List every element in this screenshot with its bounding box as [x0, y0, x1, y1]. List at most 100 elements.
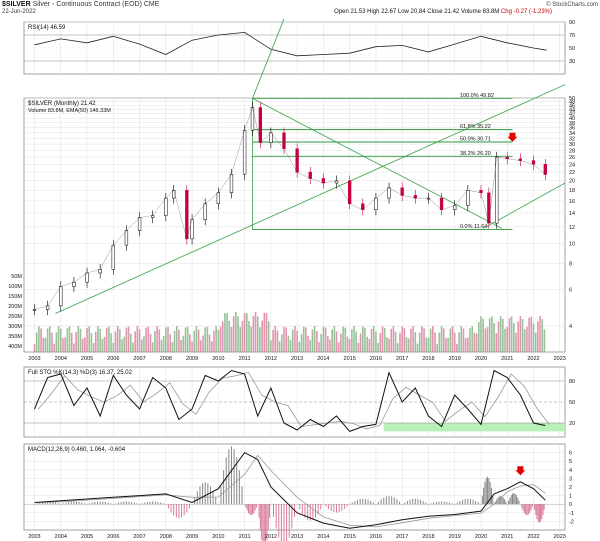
volume-bar: [508, 317, 511, 352]
candle-body: [32, 309, 37, 311]
macd-signal-line: [34, 454, 546, 528]
volume-bar: [493, 323, 495, 352]
rsi-tick-label: 30: [569, 59, 575, 65]
volume-bar: [427, 338, 430, 352]
volume-bar: [232, 316, 235, 352]
volume-bar: [506, 326, 509, 352]
macd-histogram-bar: [534, 504, 536, 510]
year-label: 2012: [265, 534, 277, 540]
volume-bar: [296, 330, 298, 352]
volume-tick-label: 250M: [8, 314, 22, 320]
volume-bar: [335, 331, 338, 352]
volume-bar: [160, 339, 163, 352]
macd-histogram-bar: [253, 504, 255, 514]
volume-bar: [471, 326, 474, 352]
volume-bar: [59, 328, 62, 352]
macd-tick-label: 1: [569, 494, 572, 500]
sto-tick-label: 50: [569, 400, 575, 406]
red-down-arrow-icon: [507, 132, 518, 142]
volume-bar: [73, 343, 75, 352]
macd-histogram-bar: [385, 496, 387, 505]
price-tick-label: 18: [569, 188, 575, 194]
volume-bar: [84, 337, 86, 352]
macd-histogram-bar: [443, 501, 445, 505]
volume-bar: [298, 341, 301, 352]
volume-bar: [127, 326, 130, 352]
macd-histogram-bar: [522, 504, 524, 511]
price-tick-label: 28: [569, 148, 575, 154]
volume-bar: [421, 326, 423, 352]
macd-histogram-bar: [472, 499, 474, 505]
volume-bar: [265, 313, 268, 352]
volume-bar: [311, 329, 314, 352]
price-tick-label: 32: [569, 136, 575, 142]
volume-bar: [521, 319, 524, 352]
macd-histogram-bar: [543, 504, 545, 510]
macd-histogram-bar: [133, 502, 135, 505]
volume-bar: [445, 337, 447, 352]
volume-bar: [442, 328, 445, 352]
macd-histogram-bar: [527, 504, 529, 515]
candle-body: [85, 272, 89, 283]
high-value: High 22.67: [367, 9, 397, 15]
macd-histogram-bar: [78, 501, 80, 505]
macd-histogram-bar: [272, 504, 274, 517]
macd-histogram-bar: [204, 482, 206, 505]
candle-body: [72, 281, 76, 287]
macd-histogram-bar: [417, 498, 419, 505]
macd-histogram-bar: [441, 501, 443, 505]
macd-histogram-bar: [181, 504, 183, 518]
volume-bar: [248, 321, 250, 352]
macd-histogram-bar: [513, 493, 515, 505]
volume-bar: [333, 326, 336, 352]
macd-histogram-bar: [115, 503, 117, 505]
volume-bar: [300, 334, 303, 352]
volume-bar: [289, 340, 292, 352]
volume-tick-label: 350M: [8, 334, 22, 340]
volume-bar: [119, 329, 121, 352]
macd-histogram-bar: [451, 503, 453, 505]
trendline: [55, 84, 566, 314]
volume-bar: [86, 328, 88, 352]
candle-body: [216, 192, 220, 204]
volume-bar: [180, 340, 182, 352]
candle-body: [242, 129, 247, 175]
macd-histogram-bar: [492, 495, 494, 505]
macd-histogram-bar: [128, 501, 130, 505]
year-label: 2019: [449, 534, 461, 540]
macd-histogram-bar: [263, 504, 265, 541]
volume-bar: [278, 341, 281, 352]
volume-bar: [372, 326, 375, 352]
macd-histogram-bar: [144, 502, 146, 505]
year-label: 2020: [475, 356, 487, 362]
volume-bar: [53, 343, 56, 352]
volume-bar: [105, 327, 108, 352]
volume-bar: [121, 339, 123, 352]
macd-histogram-bar: [500, 495, 502, 505]
volume-bar: [57, 326, 60, 352]
price-tick-label: 46: [569, 104, 575, 110]
macd-histogram-bar: [55, 502, 57, 505]
price-tick-label: 4: [569, 324, 572, 330]
macd-histogram-bar: [336, 504, 338, 513]
volume-bar: [291, 329, 294, 352]
macd-histogram-bar: [510, 495, 512, 505]
price-label: $SILVER (Monthly) 21.42: [28, 101, 96, 107]
macd-histogram-bar: [265, 504, 267, 541]
volume-bar: [453, 332, 456, 352]
macd-histogram-bar: [225, 457, 227, 505]
macd-histogram-bar: [262, 504, 264, 541]
volume-bar: [189, 334, 191, 352]
volume-label: Volume 83.8M, EMA(50) 146.33M: [28, 108, 111, 114]
year-label: 2017: [396, 356, 408, 362]
macd-histogram-bar: [498, 496, 500, 505]
volume-bar: [254, 312, 257, 352]
macd-histogram-bar: [456, 502, 458, 505]
macd-tick-label: -2: [569, 519, 574, 525]
candle-body: [308, 171, 312, 179]
volume-bar: [250, 326, 252, 352]
volume-bar: [132, 342, 134, 352]
volume-bar: [136, 326, 139, 352]
